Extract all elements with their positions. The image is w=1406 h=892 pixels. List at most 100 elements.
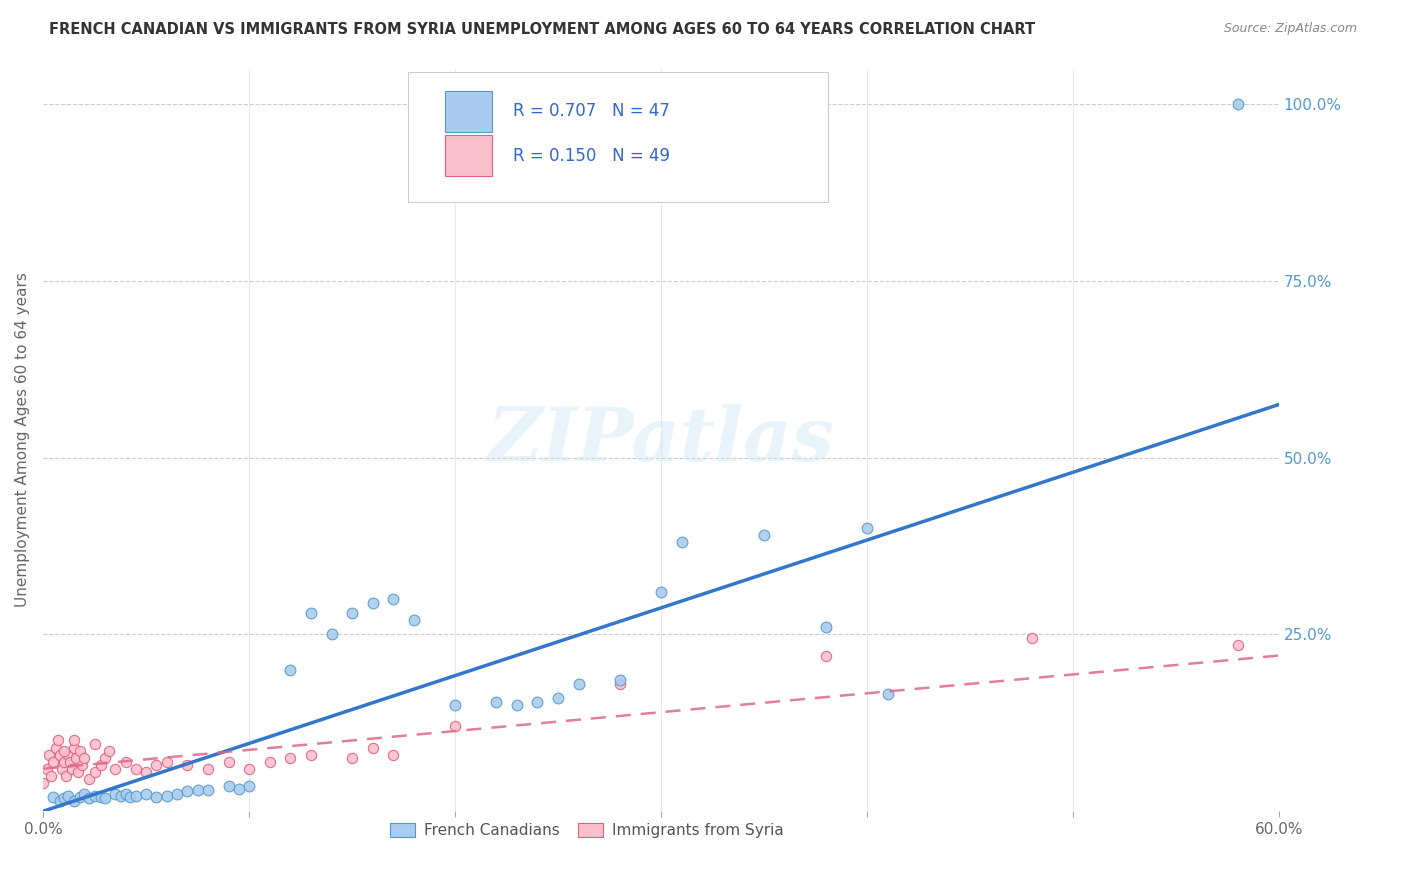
Point <box>609 677 631 691</box>
Point <box>83 789 105 803</box>
Point <box>56 747 79 762</box>
Text: Source: ZipAtlas.com: Source: ZipAtlas.com <box>1223 22 1357 36</box>
Point <box>197 783 219 797</box>
Point <box>280 751 302 765</box>
Text: R = 0.707   N = 47: R = 0.707 N = 47 <box>513 103 669 120</box>
Point <box>114 755 136 769</box>
Point <box>856 521 879 535</box>
Point <box>135 765 157 780</box>
Point <box>72 758 94 772</box>
Text: FRENCH CANADIAN VS IMMIGRANTS FROM SYRIA UNEMPLOYMENT AMONG AGES 60 TO 64 YEARS : FRENCH CANADIAN VS IMMIGRANTS FROM SYRIA… <box>49 22 1035 37</box>
Point <box>876 688 898 702</box>
Point <box>94 791 117 805</box>
Point <box>63 733 86 747</box>
Point <box>280 663 302 677</box>
Text: R = 0.150   N = 49: R = 0.150 N = 49 <box>513 147 669 165</box>
FancyBboxPatch shape <box>408 72 828 202</box>
Point <box>485 694 508 708</box>
Point <box>609 673 631 688</box>
Point <box>90 790 112 805</box>
Point <box>63 740 86 755</box>
Point <box>69 744 91 758</box>
Point <box>1226 96 1249 111</box>
Point <box>52 744 75 758</box>
Point <box>444 698 467 712</box>
Point <box>104 762 127 776</box>
Point <box>568 677 591 691</box>
Point <box>125 762 148 776</box>
Point <box>48 747 70 762</box>
Point <box>176 758 198 772</box>
Point <box>42 790 65 805</box>
Point <box>110 789 132 803</box>
Point <box>752 528 775 542</box>
Point <box>125 789 148 803</box>
Point <box>218 780 240 794</box>
Point <box>402 613 425 627</box>
Point <box>340 606 363 620</box>
Point <box>59 755 82 769</box>
Point <box>228 781 250 796</box>
Point <box>104 787 127 801</box>
Point <box>77 772 100 787</box>
Point <box>38 747 60 762</box>
Point <box>90 758 112 772</box>
Point <box>361 595 384 609</box>
Point <box>299 747 322 762</box>
Point <box>238 780 260 794</box>
Point <box>83 737 105 751</box>
FancyBboxPatch shape <box>444 91 492 132</box>
Point <box>671 535 693 549</box>
Point <box>46 733 69 747</box>
Point <box>526 694 548 708</box>
Point <box>299 606 322 620</box>
Point <box>1226 638 1249 652</box>
Point <box>382 747 405 762</box>
Point <box>176 784 198 798</box>
Point <box>55 769 77 783</box>
Point <box>814 648 837 663</box>
Point <box>135 787 157 801</box>
Point <box>83 765 105 780</box>
Point <box>60 762 83 776</box>
Point <box>506 698 529 712</box>
Point <box>42 755 65 769</box>
Point <box>98 744 121 758</box>
Point <box>73 751 96 765</box>
Point <box>77 791 100 805</box>
Point <box>547 691 569 706</box>
Point <box>321 627 343 641</box>
Point <box>69 790 91 805</box>
Point <box>814 620 837 634</box>
Point <box>238 762 260 776</box>
Point <box>94 751 117 765</box>
FancyBboxPatch shape <box>444 136 492 177</box>
Point <box>56 789 79 803</box>
Point <box>114 787 136 801</box>
Point <box>65 751 87 765</box>
Point <box>32 776 55 790</box>
Point <box>156 789 179 803</box>
Point <box>218 755 240 769</box>
Point <box>156 755 179 769</box>
Point <box>259 755 281 769</box>
Point <box>145 758 167 772</box>
Point <box>41 769 63 783</box>
Point <box>51 762 73 776</box>
Point <box>166 787 188 801</box>
Point <box>37 762 59 776</box>
Point <box>52 755 75 769</box>
Point <box>48 794 70 808</box>
Point <box>63 794 86 808</box>
Point <box>340 751 363 765</box>
Point <box>197 762 219 776</box>
Point <box>67 765 90 780</box>
Text: ZIPatlas: ZIPatlas <box>488 403 835 476</box>
Point <box>145 790 167 805</box>
Point <box>73 787 96 801</box>
Point <box>118 790 141 805</box>
Point <box>1021 631 1043 645</box>
Point <box>187 783 209 797</box>
Point <box>444 719 467 733</box>
Point <box>382 592 405 607</box>
